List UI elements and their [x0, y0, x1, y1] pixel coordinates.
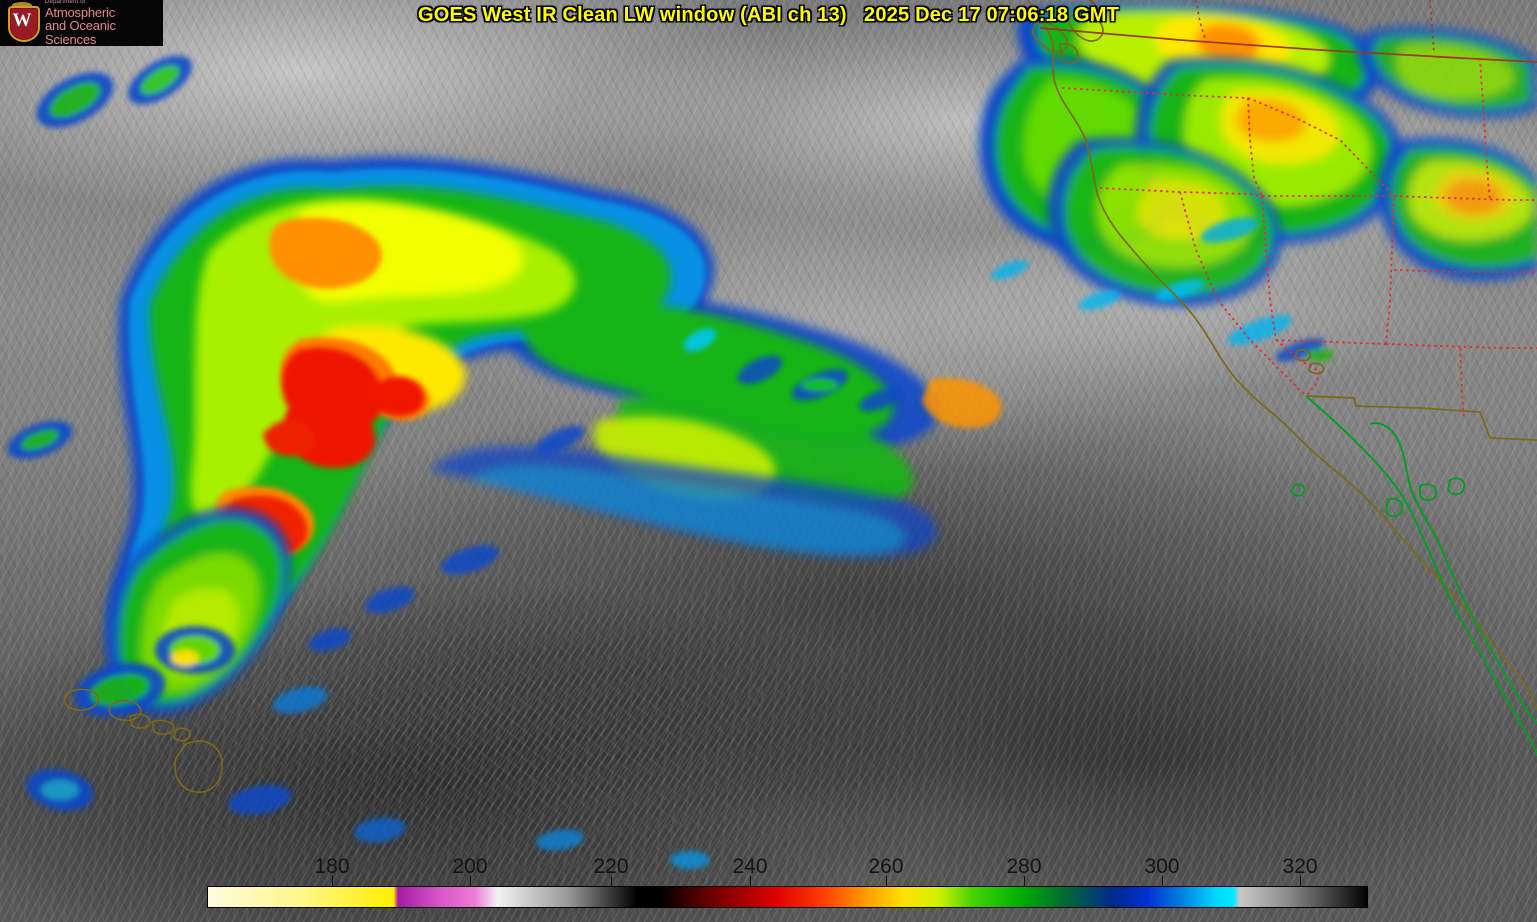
logo-line-2: and Oceanic Sciences: [45, 18, 116, 46]
colorbar-tick-mark: [470, 876, 471, 886]
colorbar: [207, 886, 1368, 908]
colorbar-tick-label: 220: [593, 855, 629, 878]
colorbar-tick-mark: [332, 876, 333, 886]
logo-line-1: Atmospheric: [45, 4, 116, 20]
colorbar-tick-mark: [1162, 876, 1163, 886]
colorbar-gradient: [208, 887, 1367, 907]
logo-text-block: Department of Atmospheric and Oceanic Sc…: [45, 0, 163, 46]
colorbar-tick-label: 180: [314, 855, 350, 878]
page-title: GOES West IR Clean LW window (ABI ch 13)…: [417, 4, 1119, 26]
colorbar-tick-label: 280: [1006, 855, 1042, 878]
logo-department-line: Department of: [45, 0, 86, 6]
uw-aos-logo: W Department of Atmospheric and Oceanic …: [0, 0, 163, 46]
uw-crest-icon: W: [4, 2, 40, 44]
colorbar-tick-mark: [886, 876, 887, 886]
colorbar-tick-mark: [750, 876, 751, 886]
colorbar-tick-mark: [1300, 876, 1301, 886]
colorbar-tick-mark: [611, 876, 612, 886]
colorbar-tick-label: 260: [868, 855, 904, 878]
colorbar-tick-label: 320: [1282, 855, 1318, 878]
colorbar-tick-mark: [1024, 876, 1025, 886]
colorbar-tick-label: 240: [732, 855, 768, 878]
colorbar-tick-label: 200: [452, 855, 488, 878]
colorbar-tick-label: 300: [1144, 855, 1180, 878]
crest-letter: W: [12, 10, 32, 31]
